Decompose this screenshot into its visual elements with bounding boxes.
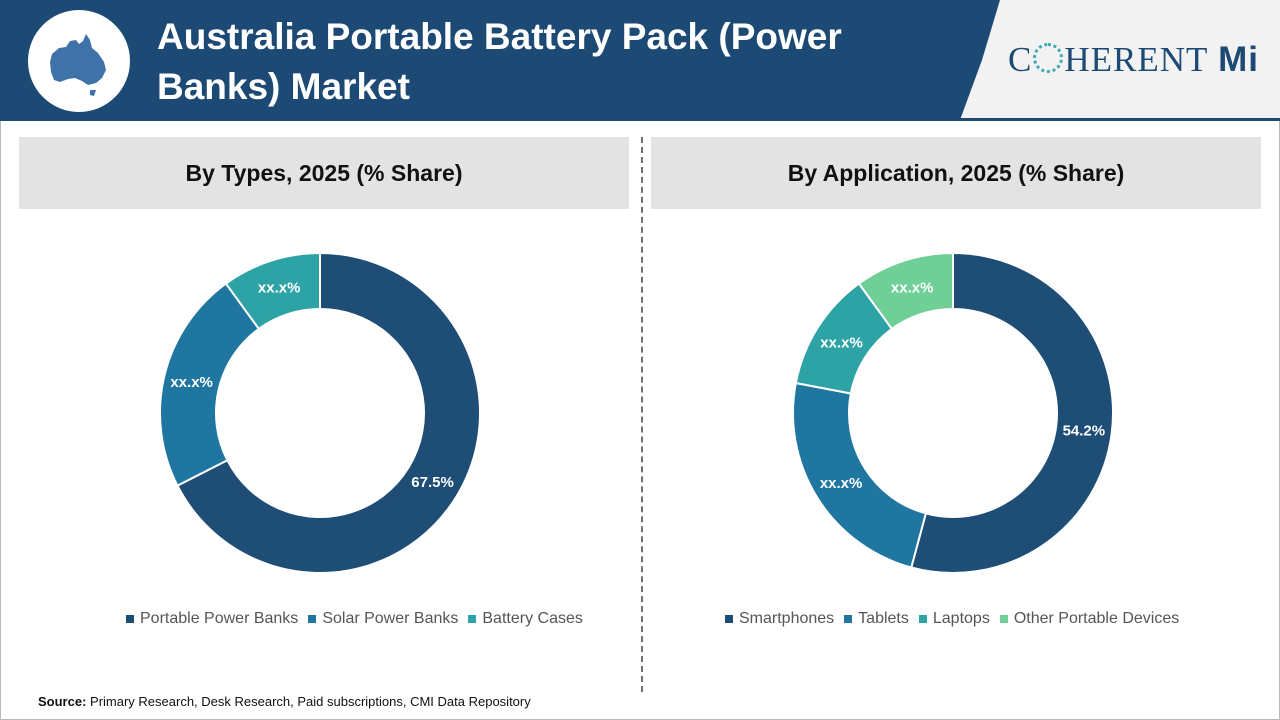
application-legend: Smartphones Tablets Laptops Other Portable … [725,610,1189,628]
legend-item-portable-power-banks: Portable Power Banks [126,610,298,628]
logo-o-dots-icon [1033,43,1064,73]
donut-slice-portable-power-banks [176,251,481,574]
source-note: Source: Primary Research, Desk Research,… [38,694,531,709]
data-label-battery-cases: xx.x% [258,279,301,296]
legend-label: Smartphones [739,610,835,627]
page-title: Australia Portable Battery Pack (Power B… [157,16,842,107]
legend-label: Battery Cases [482,610,583,627]
legend-label: Other Portable Devices [1013,610,1180,627]
australia-map-icon [28,10,130,112]
legend-label: Solar Power Banks [322,610,459,627]
legend-swatch [468,615,477,623]
legend-item-laptops: Laptops [918,610,990,628]
application-chart-title: By Application, 2025 (% Share) [651,137,1261,209]
legend-item-other-portable-devices: Other Portable Devices [999,610,1180,628]
logo-area [960,0,1280,120]
types-chart-title: By Types, 2025 (% Share) [19,137,629,209]
coherent-mi-logo: C HERENT Mi [1008,40,1260,79]
legend-swatch [126,615,134,623]
legend-swatch [918,615,927,623]
legend-swatch [725,615,733,623]
types-legend: Portable Power Banks Solar Power Banks Bat… [126,610,593,628]
legend-label: Portable Power Banks [140,610,299,627]
data-label-solar-power-banks: xx.x% [170,374,213,391]
donut-slice-smartphones [910,251,1114,574]
header-underline [0,118,1280,121]
donut-slice-battery-cases [224,251,321,331]
legend-item-solar-power-banks: Solar Power Banks [308,610,458,628]
legend-item-smartphones: Smartphones [725,610,834,628]
panel-divider [641,137,643,692]
data-label-tablets: xx.x% [820,475,863,492]
legend-label: Tablets [858,610,909,627]
donut-slice-other-portable-devices [857,251,954,331]
data-label-smartphones: 54.2% [1063,422,1106,439]
legend-swatch [844,615,853,623]
legend-swatch [999,615,1008,623]
data-label-other-portable-devices: xx.x% [891,279,934,296]
australia-map-shape [50,34,106,96]
data-label-laptops: xx.x% [820,334,863,351]
legend-item-battery-cases: Battery Cases [468,610,583,628]
data-label-portable-power-banks: 67.5% [411,474,454,491]
legend-label: Laptops [932,610,990,627]
legend-item-tablets: Tablets [844,610,909,628]
legend-swatch [308,615,317,623]
